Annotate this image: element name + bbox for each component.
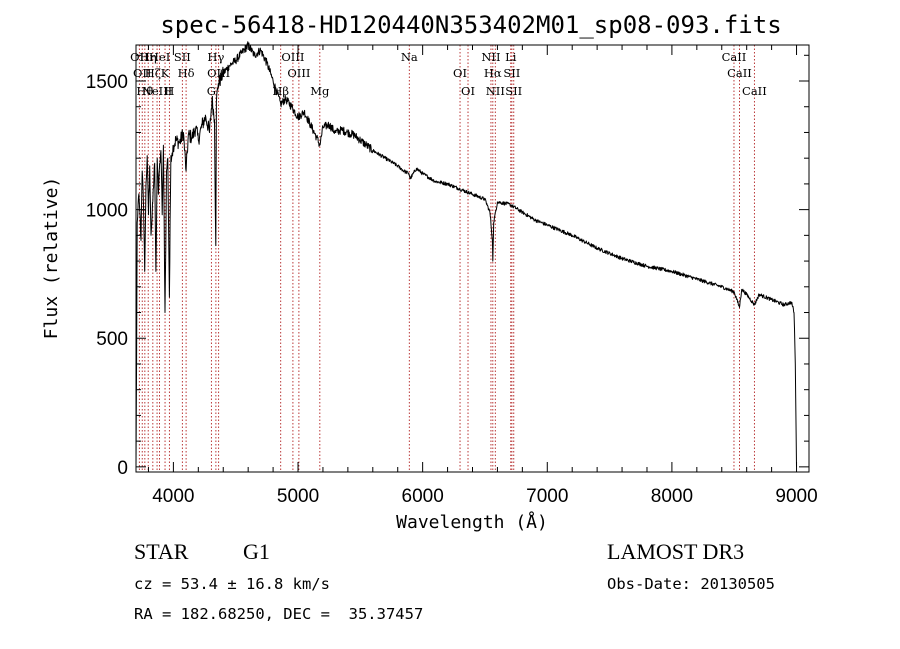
y-axis-label: Flux (relative) (41, 177, 62, 340)
reference-line-label: Na (401, 50, 418, 64)
reference-line-label: OI (461, 84, 475, 98)
object-class: STAR (134, 539, 189, 564)
reference-line-label: K (161, 66, 170, 80)
y-tick-label: 500 (96, 329, 128, 350)
reference-line-label: SII (174, 50, 191, 64)
reference-line-label: OII (133, 66, 152, 80)
x-axis-label: Wavelength (Å) (396, 511, 548, 533)
object-subclass: G1 (243, 539, 270, 564)
x-tick-label: 5000 (277, 486, 319, 507)
x-axis-ticks: 4000 5000 6000 7000 8000 9000 (147, 45, 818, 507)
y-tick-label: 1500 (86, 72, 128, 93)
reference-line-label: OI (453, 66, 467, 80)
reference-line-label: CaII (727, 66, 752, 80)
y-tick-label: 1000 (86, 201, 128, 222)
reference-line-label: Hθ (136, 84, 153, 98)
reference-line-label: HeI (149, 50, 170, 64)
survey-name: LAMOST DR3 (607, 539, 744, 564)
spectrum-series (135, 41, 797, 467)
plot-frame (135, 44, 810, 473)
reference-line-label: SII (503, 66, 520, 80)
observation-date: Obs-Date: 20130505 (607, 575, 775, 593)
reference-line-label: Hγ (207, 50, 224, 64)
x-tick-label: 6000 (402, 486, 444, 507)
spectrum-line (135, 41, 797, 467)
reference-line-label: CaII (722, 50, 747, 64)
reference-line-label: Li (505, 50, 517, 64)
reference-line-label: CaII (742, 84, 767, 98)
reference-line-label: Hα (484, 66, 502, 80)
reference-line-label: SII (505, 84, 522, 98)
x-tick-label: 9000 (775, 486, 817, 507)
x-tick-label: 7000 (526, 486, 568, 507)
reference-line-labels: OIIOIIHθHηHζNeIIIHeIKHSIIHδGHγOIIIHβOIII… (130, 50, 767, 98)
reference-line-label: OII (130, 50, 149, 64)
reference-line-label: NII (486, 84, 505, 98)
reference-line-label: Hδ (178, 66, 195, 80)
reference-line-label: Mg (310, 84, 330, 98)
reference-line-label: Hζ (145, 66, 161, 80)
x-tick-label: 4000 (152, 486, 194, 507)
reference-line-label: OIII (281, 50, 304, 64)
redshift-cz: cz = 53.4 ± 16.8 km/s (134, 575, 330, 593)
reference-line-label: H (164, 84, 174, 98)
chart-title: spec-56418-HD120440N353402M01_sp08-093.f… (160, 11, 781, 39)
y-axis-ticks: 0 500 1000 1500 (86, 54, 809, 479)
x-tick-label: 8000 (651, 486, 693, 507)
coordinates: RA = 182.68250, DEC = 35.37457 (134, 605, 423, 623)
reference-line-label: NeIII (142, 84, 173, 98)
reference-line-label: Hη (140, 50, 157, 64)
reference-line-label: NII (481, 50, 500, 64)
reference-line-label: OIII (287, 66, 310, 80)
y-tick-label: 0 (117, 458, 128, 479)
reference-line-label: G (207, 84, 216, 98)
reference-lines (138, 45, 755, 472)
